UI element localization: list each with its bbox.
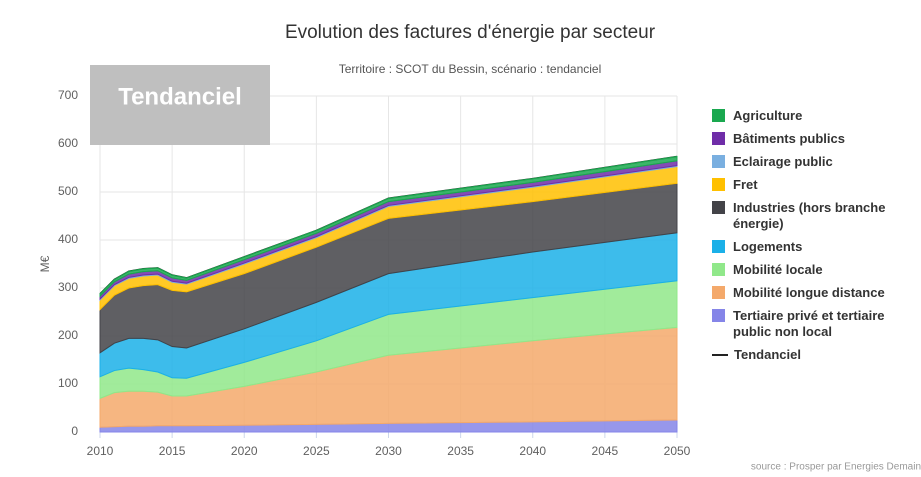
y-tick-label: 200 (58, 328, 78, 342)
legend-item[interactable]: Agriculture (712, 108, 917, 124)
legend-item[interactable]: Logements (712, 239, 917, 255)
x-tick-label: 2010 (87, 444, 114, 458)
legend-item[interactable]: Industries (hors branche énergie) (712, 200, 917, 232)
legend-swatch (712, 286, 725, 299)
legend-item[interactable]: Bâtiments publics (712, 131, 917, 147)
x-tick-label: 2025 (303, 444, 330, 458)
y-tick-label: 600 (58, 136, 78, 150)
legend-label: Mobilité longue distance (733, 285, 885, 300)
badge-box (90, 65, 270, 145)
legend-label: Industries (hors branche énergie) (733, 200, 886, 231)
x-tick-label: 2015 (159, 444, 186, 458)
y-axis-label: M€ (38, 255, 52, 272)
legend-label: Tertiaire privé et tertiaire public non … (733, 308, 885, 339)
chart-subtitle: Territoire : SCOT du Bessin, scénario : … (339, 62, 602, 76)
legend-swatch (712, 155, 725, 168)
legend-swatch (712, 263, 725, 276)
legend-item[interactable]: Eclairage public (712, 154, 917, 170)
legend-swatch (712, 132, 725, 145)
y-tick-label: 0 (71, 424, 78, 438)
legend-swatch (712, 354, 728, 356)
y-tick-label: 700 (58, 88, 78, 102)
y-tick-label: 400 (58, 232, 78, 246)
legend-item[interactable]: Mobilité longue distance (712, 285, 917, 301)
y-tick-label: 500 (58, 184, 78, 198)
legend-label: Tendanciel (734, 347, 801, 362)
y-tick-label: 300 (58, 280, 78, 294)
legend-item[interactable]: Tertiaire privé et tertiaire public non … (712, 308, 917, 340)
x-tick-label: 2050 (664, 444, 691, 458)
legend-item[interactable]: Tendanciel (712, 347, 917, 363)
legend-label: Agriculture (733, 108, 803, 123)
x-tick-label: 2035 (447, 444, 474, 458)
area (99, 155, 678, 298)
badge-text: Tendanciel (118, 83, 242, 110)
x-tick-label: 2020 (231, 444, 258, 458)
x-tick-label: 2045 (592, 444, 619, 458)
legend: Agriculture Bâtiments publics Eclairage pu… (712, 108, 917, 370)
legend-swatch (712, 201, 725, 214)
chart-title: Evolution des factures d'énergie par sec… (285, 22, 656, 43)
legend-swatch (712, 178, 725, 191)
legend-label: Mobilité locale (733, 262, 823, 277)
legend-swatch (712, 240, 725, 253)
legend-item[interactable]: Fret (712, 177, 917, 193)
source: source : Prosper par Energies Demain (751, 462, 921, 473)
legend-swatch (712, 109, 725, 122)
x-tick-label: 2030 (375, 444, 402, 458)
legend-label: Bâtiments publics (733, 131, 845, 146)
x-tick-label: 2040 (519, 444, 546, 458)
legend-item[interactable]: Mobilité locale (712, 262, 917, 278)
legend-label: Fret (733, 177, 758, 192)
y-tick-label: 100 (58, 376, 78, 390)
legend-label: Logements (733, 239, 803, 254)
legend-swatch (712, 309, 725, 322)
legend-label: Eclairage public (733, 154, 833, 169)
